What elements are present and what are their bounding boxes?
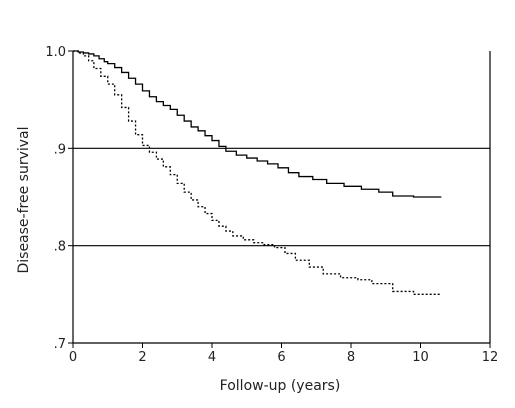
x-tick-label-5: 10 [412,350,429,365]
series-lines [73,50,442,295]
x-tick-label-0: 0 [69,350,77,365]
y-tick-label-3: 1.0 [45,45,66,60]
series-line-1 [73,50,442,295]
tick-labels: 0 2 4 6 8 10 12 .7 .8 .9 1.0 [45,45,498,365]
y-tick-label-0: .7 [54,337,66,352]
x-tick-label-4: 8 [347,350,355,365]
x-axis-label: Follow-up (years) [220,378,341,394]
y-tick-label-2: .9 [54,142,66,157]
grid-lines [73,147,490,247]
x-tick-label-3: 6 [277,350,285,365]
series-line-0 [73,50,442,198]
x-tick-label-2: 4 [208,350,216,365]
y-axis-label: Disease-free survival [16,126,32,273]
y-tick-label-1: .8 [54,240,66,255]
x-tick-label-6: 12 [482,350,499,365]
x-tick-label-1: 2 [138,350,146,365]
